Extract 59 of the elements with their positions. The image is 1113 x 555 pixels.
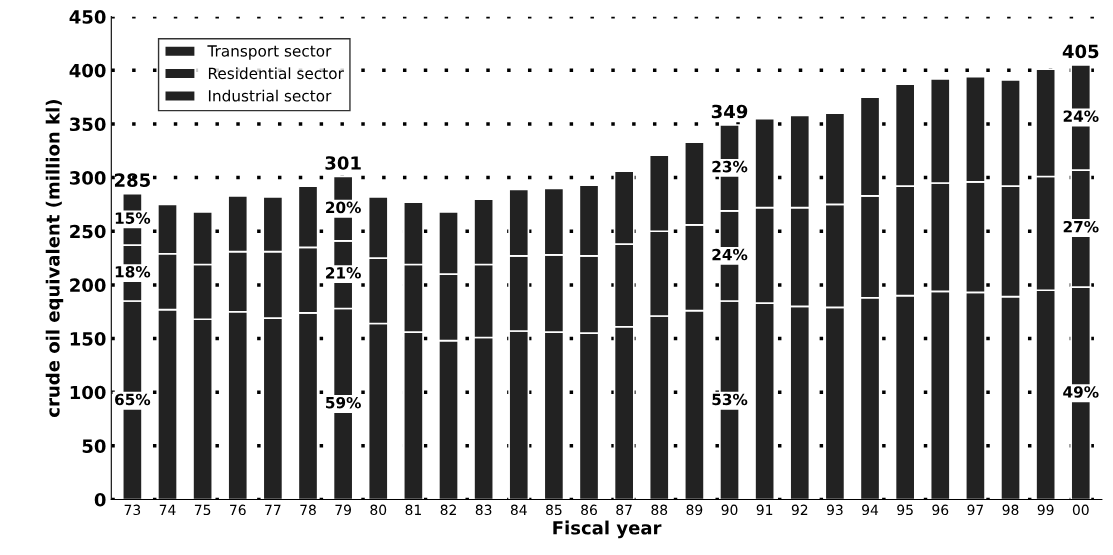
x-tick-label: 85 (546, 504, 562, 516)
x-axis-title: Fiscal year (553, 520, 662, 539)
x-tick-label: 79 (335, 504, 351, 516)
annotation: 24% (1063, 110, 1099, 122)
total-label: 405 (1062, 44, 1099, 59)
y-tick-label: 50 (82, 439, 106, 453)
x-tick-label: 90 (721, 504, 738, 516)
x-tick-label: 73 (124, 504, 141, 516)
y-tick-label: 200 (70, 278, 106, 293)
x-tick-label: 82 (440, 504, 456, 516)
x-tick-label: 83 (475, 504, 492, 516)
annotation: 53% (712, 393, 748, 406)
annotation: 59% (326, 396, 361, 409)
total-label: 285 (114, 173, 150, 187)
x-tick-label: 98 (1002, 504, 1019, 516)
annotation: 23% (712, 160, 748, 173)
y-tick-label: 350 (69, 117, 106, 132)
x-tick-label: 76 (230, 504, 246, 516)
x-tick-label: 94 (862, 504, 879, 516)
x-tick-label: 74 (159, 504, 176, 515)
y-tick-label: 250 (70, 224, 106, 239)
x-tick-label: 86 (581, 504, 597, 516)
x-tick-label: 80 (370, 504, 387, 516)
x-tick-label: 81 (405, 504, 421, 516)
annotation: 21% (326, 267, 361, 279)
x-tick-label: 87 (616, 504, 632, 516)
annotation: 65% (115, 393, 151, 406)
y-tick-label: 0 (94, 492, 106, 507)
x-tick-label: 91 (756, 504, 773, 516)
x-tick-label: 99 (1037, 504, 1054, 516)
x-tick-label: 88 (651, 504, 668, 516)
x-tick-label: 97 (967, 504, 984, 516)
annotation: 15% (115, 212, 151, 224)
legend-label: Industrial sector (208, 89, 332, 102)
annotation: 27% (1063, 220, 1099, 233)
y-tick-label: 100 (70, 385, 106, 400)
x-tick-label: 93 (826, 504, 843, 516)
x-tick-label: 89 (686, 504, 703, 516)
x-tick-label: 00 (1072, 504, 1089, 516)
annotation: 24% (712, 248, 748, 261)
legend-label: Residential sector (208, 67, 344, 80)
y-tick-label: 300 (69, 171, 106, 185)
y-tick-label: 400 (69, 63, 106, 78)
annotation: 18% (115, 265, 151, 278)
x-tick-label: 77 (265, 504, 281, 515)
x-tick-label: 92 (791, 504, 808, 516)
x-tick-label: 96 (932, 504, 949, 516)
y-tick-label: 450 (69, 10, 106, 24)
total-label: 349 (711, 104, 748, 119)
y-axis-title: crude oil equivalent (million kl) (45, 100, 64, 417)
annotation: 49% (1063, 386, 1099, 398)
annotation: 20% (326, 201, 361, 214)
x-tick-label: 75 (194, 504, 211, 516)
y-tick-label: 150 (70, 332, 106, 346)
x-tick-label: 95 (897, 504, 913, 516)
x-tick-label: 78 (300, 504, 316, 516)
legend-label: Transport sector (207, 45, 332, 60)
x-tick-label: 84 (510, 504, 527, 516)
total-label: 301 (325, 156, 361, 170)
